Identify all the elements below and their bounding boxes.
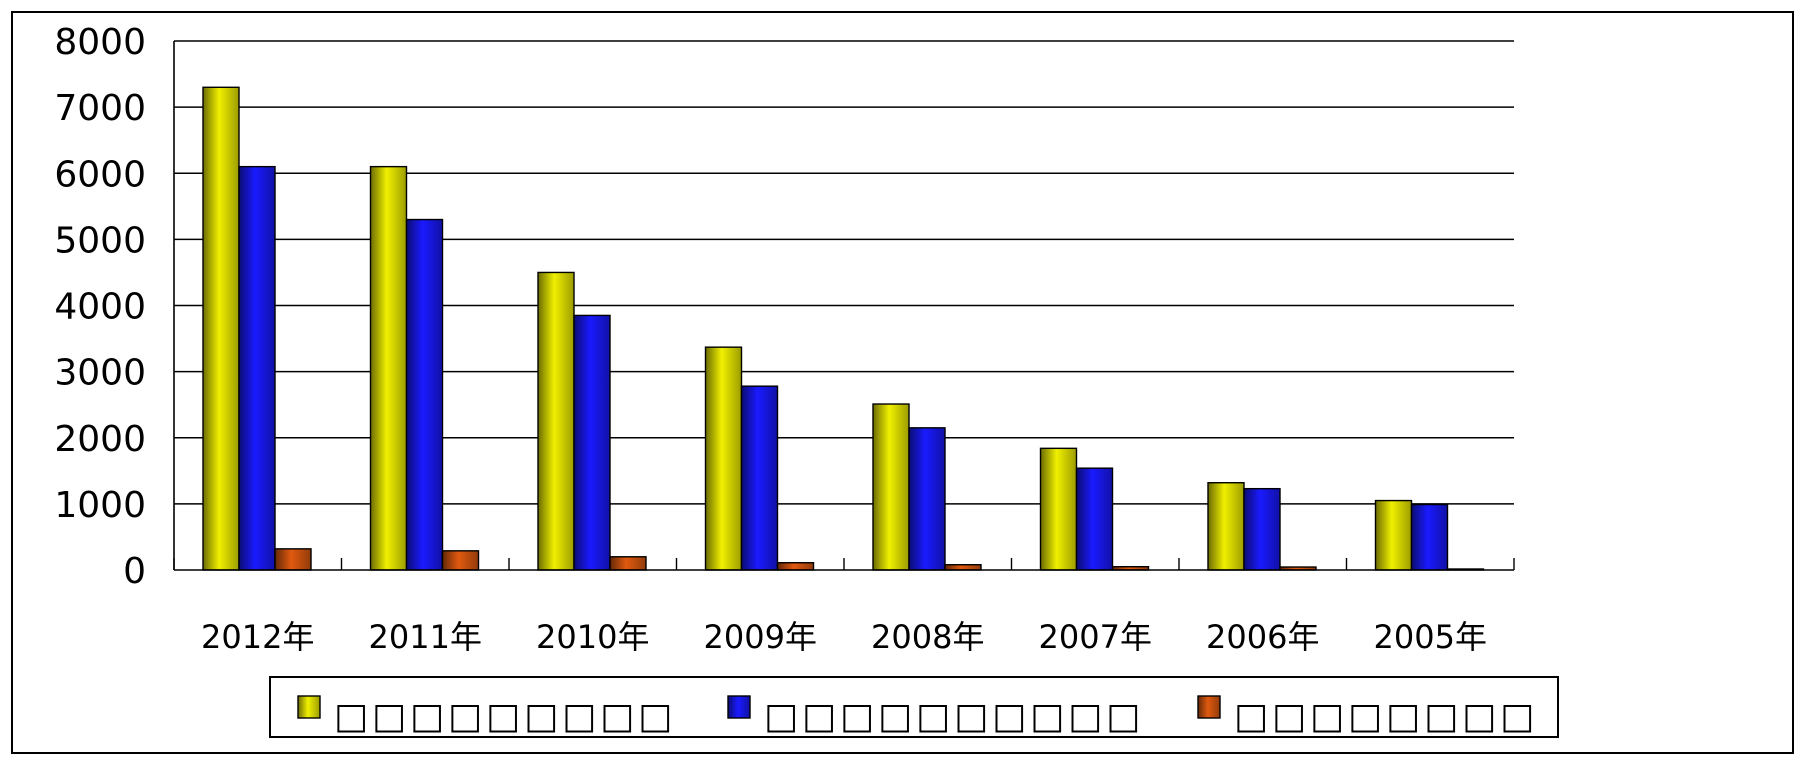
- bars: [202, 86, 1485, 571]
- x-tick-label: 2009年: [704, 618, 817, 656]
- bar-2-1: [441, 550, 480, 571]
- bar-1-0: [238, 165, 276, 571]
- x-tick-label: 2008年: [871, 618, 984, 656]
- y-tick-label: 4000: [54, 287, 146, 328]
- legend-swatch: [1197, 695, 1221, 719]
- bar-1-5: [1075, 467, 1114, 571]
- y-tick-label: 2000: [54, 419, 146, 460]
- y-tick-label: 8000: [54, 22, 146, 63]
- bar-0-6: [1207, 482, 1245, 571]
- bar-2-2: [609, 556, 647, 571]
- x-tick-label: 2005年: [1374, 618, 1487, 656]
- bar-2-0: [274, 548, 312, 571]
- bar-1-2: [573, 314, 611, 571]
- y-tick-label: 0: [123, 551, 146, 592]
- bar-1-1: [405, 218, 444, 571]
- bar-1-4: [908, 427, 946, 571]
- legend-label: □□□□□□□□: [1234, 696, 1538, 737]
- x-tick-label: 2006年: [1206, 618, 1319, 656]
- axes: [173, 41, 1515, 571]
- bar-0-3: [704, 346, 743, 571]
- bar-0-4: [872, 403, 910, 571]
- bar-1-3: [740, 385, 779, 571]
- legend: □□□□□□□□□ □□□□□□□□□□ □□□□□□□□: [269, 676, 1559, 738]
- y-tick-label: 6000: [54, 154, 146, 195]
- legend-swatch: [727, 695, 751, 719]
- y-tick-label: 5000: [54, 220, 146, 261]
- bar-1-7: [1410, 503, 1449, 571]
- bar-1-6: [1243, 487, 1281, 571]
- legend-swatch: [297, 695, 321, 719]
- bar-0-7: [1374, 499, 1413, 571]
- x-tick-label: 2011年: [369, 618, 482, 656]
- bar-2-3: [776, 562, 815, 571]
- y-tick-label: 3000: [54, 353, 146, 394]
- y-axis-ticks: 0 1000 2000 3000 4000 5000 6000 7000 8000: [54, 22, 146, 592]
- bar-0-2: [537, 271, 575, 571]
- y-tick-label: 1000: [54, 485, 146, 526]
- chart-frame: [11, 11, 1794, 754]
- bar-0-1: [369, 165, 408, 571]
- bar-0-0: [202, 86, 240, 571]
- y-tick-label: 7000: [54, 88, 146, 129]
- x-tick-label: 2007年: [1039, 618, 1152, 656]
- x-tick-label: 2010年: [536, 618, 649, 656]
- bar-0-5: [1039, 447, 1078, 571]
- legend-box: [269, 676, 1559, 738]
- legend-label: □□□□□□□□□: [334, 696, 676, 737]
- legend-label: □□□□□□□□□□: [764, 696, 1144, 737]
- x-axis-ticks: 2012年 2011年 2010年 2009年 2008年 2007年 2006年 2005年: [201, 618, 1487, 656]
- x-tick-label: 2012年: [201, 618, 314, 656]
